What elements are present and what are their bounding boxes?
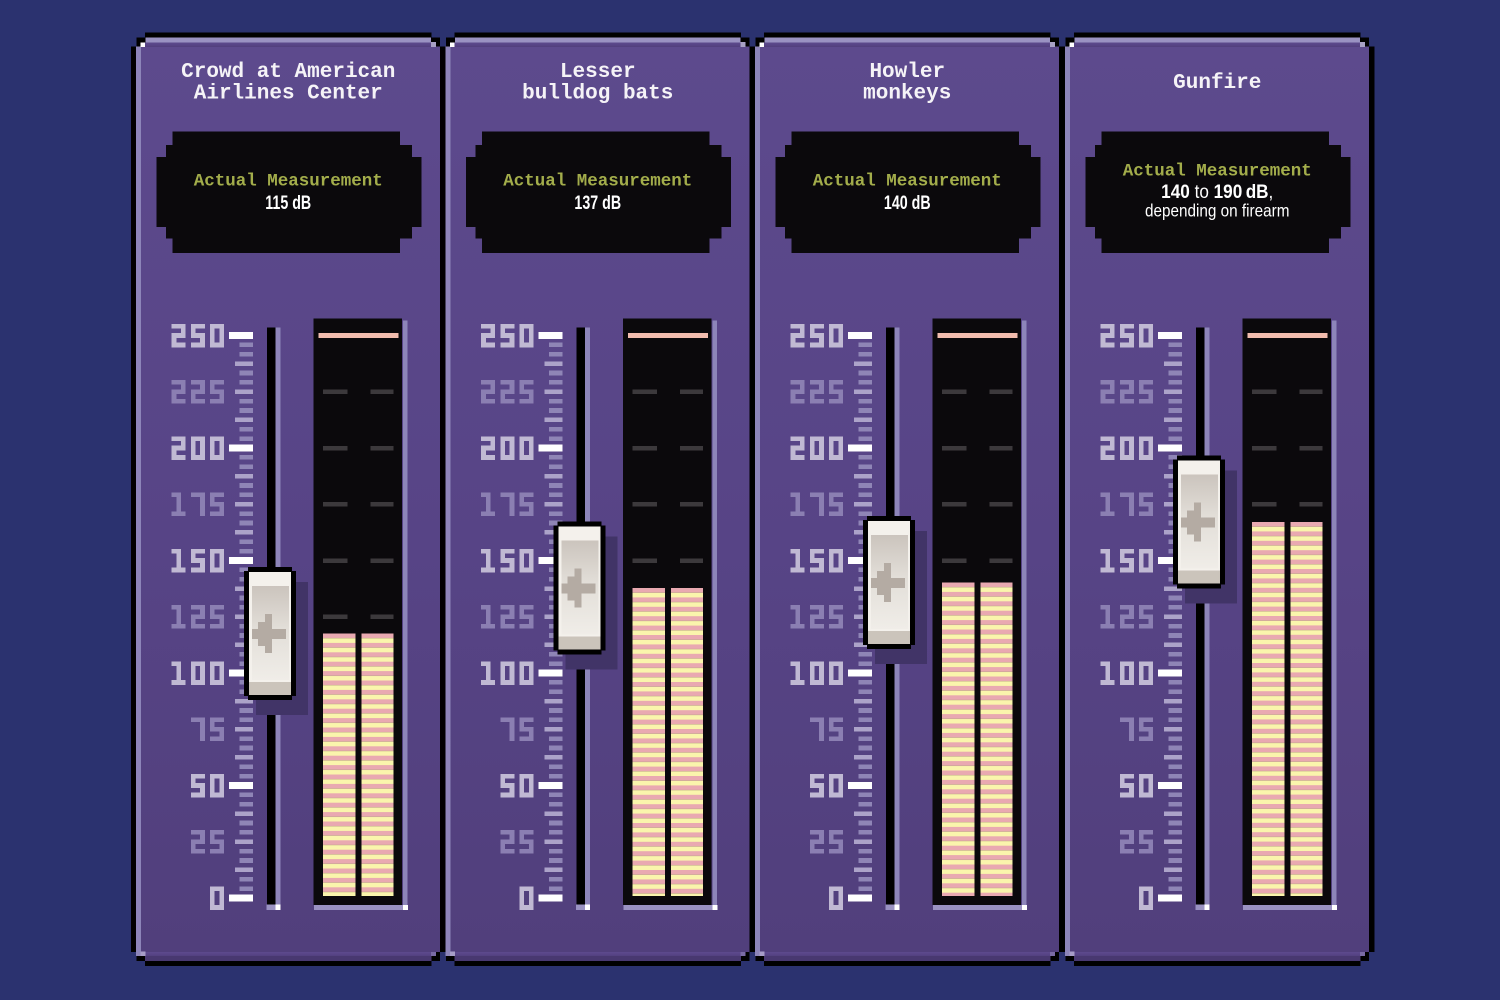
svg-text:Crowd at American: Crowd at American <box>181 61 395 84</box>
svg-text:Lesser: Lesser <box>560 61 636 84</box>
svg-text:Gunfire: Gunfire <box>1173 72 1261 95</box>
svg-text:Actual Measurement: Actual Measurement <box>1123 162 1312 182</box>
svg-text:140 dB: 140 dB <box>884 192 931 213</box>
svg-text:bulldog bats: bulldog bats <box>522 83 673 106</box>
svg-text:Howler: Howler <box>869 61 945 84</box>
svg-text:Actual Measurement: Actual Measurement <box>813 172 1002 192</box>
svg-text:Actual Measurement: Actual Measurement <box>503 172 692 192</box>
svg-text:monkeys: monkeys <box>863 83 951 106</box>
svg-text:Actual Measurement: Actual Measurement <box>194 172 383 192</box>
svg-text:depending on firearm: depending on firearm <box>1145 200 1289 220</box>
svg-text:Airlines Center: Airlines Center <box>194 83 383 106</box>
svg-text:140 to 190 dB,: 140 to 190 dB, <box>1161 180 1273 202</box>
svg-text:137 dB: 137 dB <box>574 192 621 213</box>
svg-text:115 dB: 115 dB <box>265 192 311 213</box>
